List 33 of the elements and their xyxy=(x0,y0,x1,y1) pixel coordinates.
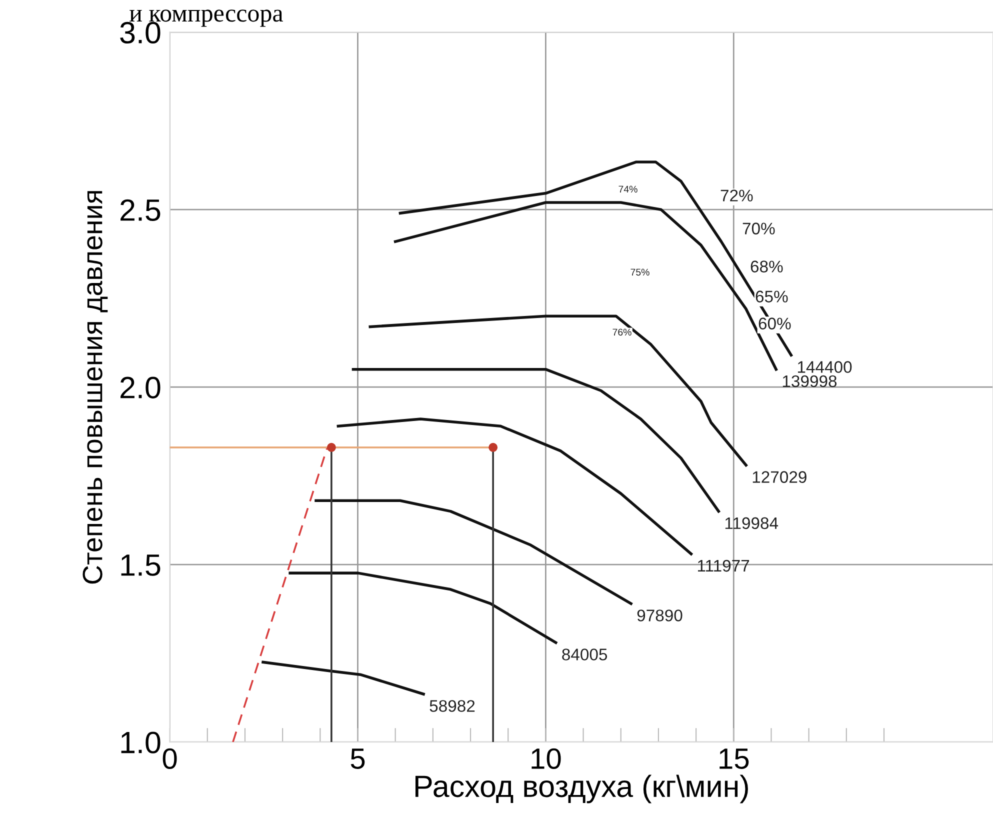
line-series xyxy=(336,418,693,556)
annotation: 65% xyxy=(756,290,788,302)
series-label: 139998 xyxy=(782,375,837,388)
line-series xyxy=(262,660,425,696)
annotation: 76% xyxy=(612,328,632,336)
x-tick-label: 15 xyxy=(720,748,749,769)
y-tick-label: 1.0 xyxy=(121,732,160,754)
y-axis-title: Степень повышения давления xyxy=(82,191,108,584)
series-label: 144400 xyxy=(798,361,852,373)
annotation: 75% xyxy=(630,268,650,276)
line-series xyxy=(368,314,748,467)
series-label: 84005 xyxy=(562,648,608,660)
line-series xyxy=(288,572,558,644)
line-series xyxy=(352,368,720,513)
x-tick-label: 5 xyxy=(350,748,365,769)
x-tick-label: 10 xyxy=(532,748,561,769)
series-label: 111977 xyxy=(698,560,750,572)
series-label: 119984 xyxy=(725,517,778,530)
annotation: 72% xyxy=(720,190,753,202)
y-tick-label: 1.5 xyxy=(121,554,160,576)
annotation: 60% xyxy=(758,318,791,330)
annotation: 68% xyxy=(750,260,783,272)
series-label: 127029 xyxy=(752,471,806,483)
y-tick-label: 2.0 xyxy=(120,376,160,398)
x-tick-label: 0 xyxy=(162,748,177,769)
annotation: 70% xyxy=(742,222,775,234)
line-series xyxy=(314,499,632,605)
series-label: 97890 xyxy=(637,610,682,622)
y-tick-label: 2.5 xyxy=(120,199,160,221)
line-series xyxy=(398,160,793,357)
annotation: 74% xyxy=(618,186,638,193)
x-axis-title: Расход воздуха (кг\мин) xyxy=(415,774,748,804)
series-label: 58982 xyxy=(430,700,475,712)
